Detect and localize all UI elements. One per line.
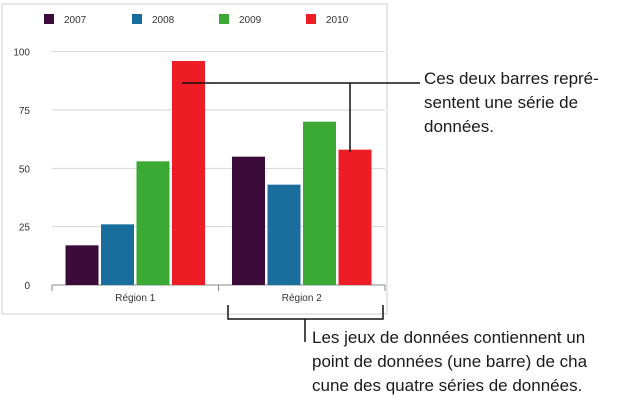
- bar-2008-1: [101, 224, 134, 285]
- callout-leader-lines: [182, 82, 420, 342]
- y-tick-label: 25: [19, 223, 31, 234]
- dataset-bracket: [227, 305, 384, 342]
- legend-label-2010: 2010: [326, 15, 349, 26]
- x-axis: Région 1 Région 2: [51, 285, 386, 304]
- chart-legend: 2007 2008 2009 2010: [44, 14, 349, 26]
- y-axis: 0 25 50 75 100: [13, 48, 30, 292]
- dataset-callout-line-2: point de données (une barre) de cha: [312, 352, 588, 371]
- bar-2007-1: [65, 245, 99, 285]
- y-tick-label: 0: [24, 281, 30, 292]
- y-tick-label: 100: [13, 48, 30, 59]
- bar-2010-1: [172, 61, 205, 285]
- x-category-label: Région 2: [282, 293, 322, 304]
- chart-bars: [65, 61, 372, 286]
- y-tick-label: 75: [19, 106, 31, 117]
- y-tick-label: 50: [19, 164, 31, 175]
- legend-swatch-2009: [219, 14, 229, 24]
- series-callout-line-3: données.: [424, 117, 494, 136]
- bar-2009-1: [136, 161, 170, 285]
- series-callout-line-2: sentent une série de: [424, 93, 579, 112]
- dataset-callout-line-1: Les jeux de données contiennent un: [312, 328, 586, 347]
- legend-label-2008: 2008: [152, 15, 175, 26]
- legend-swatch-2010: [306, 14, 316, 24]
- bar-2008-2: [267, 184, 301, 285]
- legend-label-2009: 2009: [239, 15, 262, 26]
- x-category-label: Région 1: [115, 293, 155, 304]
- series-callout-line-1: Ces deux barres repré-: [424, 69, 599, 88]
- legend-swatch-2008: [132, 14, 142, 24]
- legend-label-2007: 2007: [64, 15, 87, 26]
- bar-2010-2: [338, 149, 372, 285]
- series-callout-text: Ces deux barres repré- sentent une série…: [424, 67, 599, 139]
- dataset-callout-text: Les jeux de données contiennent un point…: [312, 326, 587, 398]
- bar-2007-2: [232, 156, 265, 285]
- series-callout-leader: [182, 82, 420, 152]
- dataset-callout-line-3: cune des quatre séries de données.: [312, 376, 583, 395]
- legend-swatch-2007: [44, 14, 54, 24]
- bar-2009-2: [303, 121, 336, 286]
